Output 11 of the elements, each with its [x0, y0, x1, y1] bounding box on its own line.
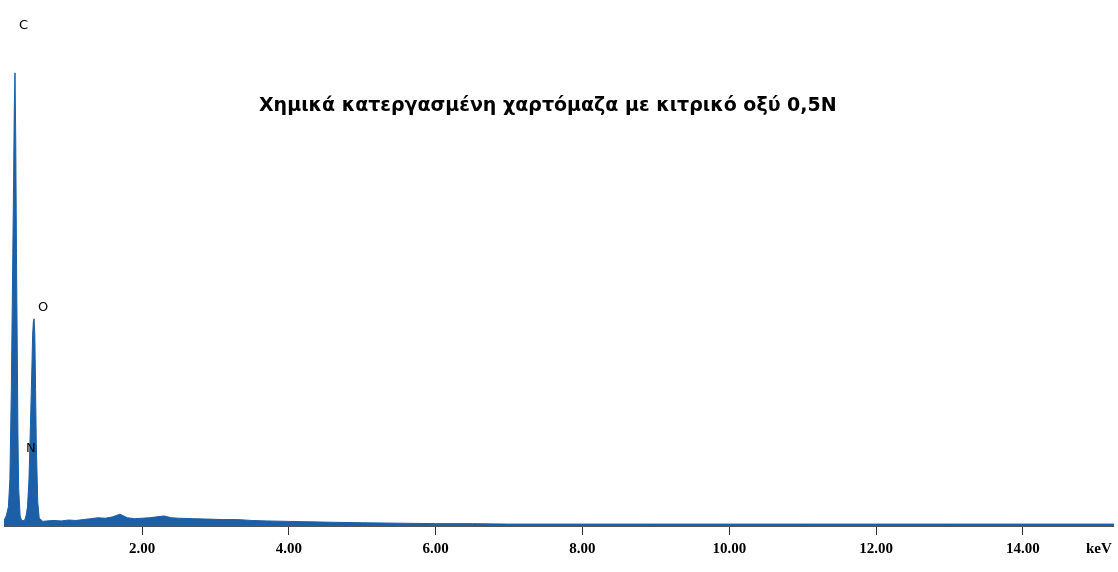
x-axis-title: keV: [1086, 540, 1112, 556]
x-tick-label: 2.00: [128, 540, 156, 556]
x-tick-label: 8.00: [569, 540, 596, 556]
x-tick-label: 12.00: [859, 540, 894, 556]
x-tick-label: 4.00: [275, 540, 302, 556]
x-tick-label: 14.00: [1006, 540, 1040, 556]
text: Χημικά κατεργασμένη χαρτόμαζα με κιτρικό οξύ 0,5N: [258, 92, 837, 115]
x-tick-label: 10.00: [712, 540, 747, 556]
x-tick-label: 6.00: [422, 540, 449, 556]
annotation: O: [38, 299, 49, 314]
text: C: [19, 17, 29, 32]
